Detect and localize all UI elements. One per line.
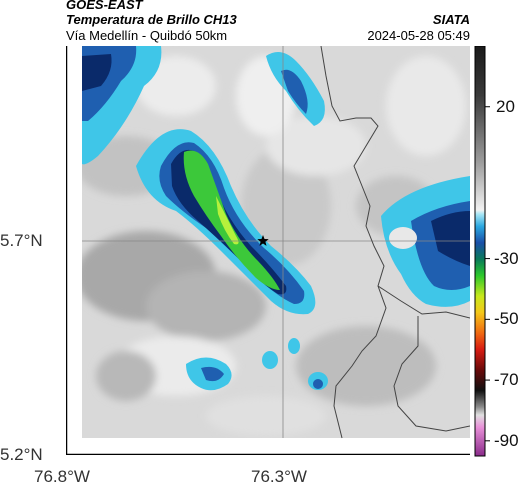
small-cloud-c-core xyxy=(313,379,323,389)
department-borders xyxy=(320,46,470,439)
n-cloud-mid xyxy=(281,69,308,114)
e-cloud-core xyxy=(431,211,470,266)
location-marker xyxy=(257,235,269,246)
y-tick-label: 5.7°N xyxy=(0,231,43,250)
colorbar-gradient xyxy=(474,46,486,457)
small-cloud-b xyxy=(288,338,300,354)
map-gridlines xyxy=(82,46,470,438)
cold-cloud-top-regions xyxy=(82,46,470,391)
colorbar-tick-label: 20 xyxy=(496,96,515,116)
satellite-name: GOES-EAST xyxy=(66,0,143,12)
convective-core-yellow xyxy=(216,196,239,245)
nw-cloud-core xyxy=(82,54,112,91)
e-cloud-warm-hole xyxy=(389,227,417,249)
colorbar-tick-label: -90 xyxy=(494,430,519,450)
region-label: Vía Medellín - Quibdó 50km xyxy=(66,28,228,43)
y-tick-label: 5.2°N xyxy=(0,445,43,464)
star-icon xyxy=(257,235,269,246)
colorbar-tick-label: -50 xyxy=(494,309,519,329)
colorbar-tick-label: -30 xyxy=(494,248,519,268)
product-title: Temperatura de Brillo CH13 xyxy=(66,12,237,27)
s-cloud-mid xyxy=(201,366,224,382)
colorbar-tick-label: -70 xyxy=(494,370,519,390)
brightness-temperature-map xyxy=(66,46,470,455)
convective-core-green xyxy=(183,150,280,290)
brand-label: SIATA xyxy=(432,12,470,27)
map-border xyxy=(66,46,470,455)
timestamp: 2024-05-28 05:49 xyxy=(367,28,470,43)
colorbar-tick-marks xyxy=(485,106,490,442)
x-tick-label: 76.8°W xyxy=(34,467,90,486)
x-tick-label: 76.3°W xyxy=(251,467,307,486)
temperature-colorbar xyxy=(474,46,490,457)
small-cloud-a xyxy=(262,351,278,369)
